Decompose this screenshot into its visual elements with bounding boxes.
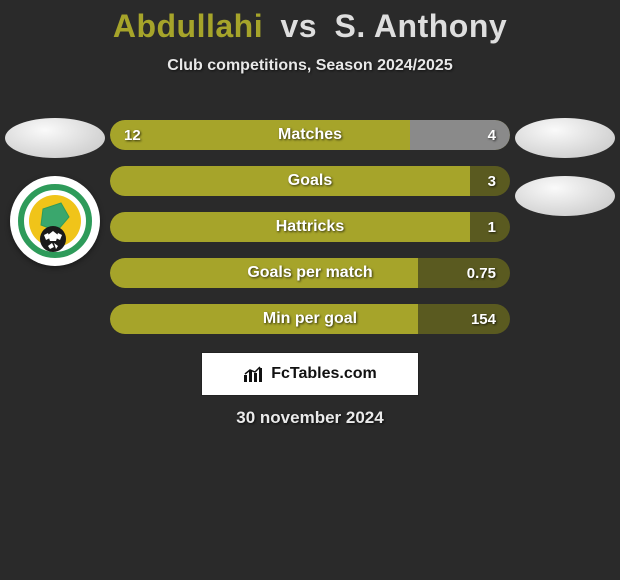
stat-row: 12Matches4 — [110, 120, 510, 150]
club-badge-icon — [15, 181, 95, 261]
left-player-club-badge — [10, 176, 100, 266]
right-player-avatar — [515, 118, 615, 158]
title-vs: vs — [280, 8, 317, 44]
page-title: Abdullahi vs S. Anthony — [0, 0, 620, 45]
stat-left-fill — [110, 304, 418, 334]
right-player-column — [510, 118, 620, 216]
stats-bars: 12Matches4 Goals3 Hattricks1 Goals per matc… — [110, 120, 510, 334]
stat-right-fill — [410, 120, 510, 150]
left-player-avatar — [5, 118, 105, 158]
title-left-name: Abdullahi — [113, 8, 263, 44]
right-player-club-avatar — [515, 176, 615, 216]
stat-row: Goals3 — [110, 166, 510, 196]
left-player-column — [0, 118, 110, 266]
stat-right-value: 1 — [488, 212, 496, 242]
stat-left-fill — [110, 258, 418, 288]
stat-row: Min per goal154 — [110, 304, 510, 334]
brand-text: FcTables.com — [271, 365, 377, 383]
stat-left-fill — [110, 166, 470, 196]
stat-right-value: 0.75 — [467, 258, 496, 288]
bars-icon — [243, 365, 265, 383]
stat-right-value: 154 — [471, 304, 496, 334]
stat-row: Hattricks1 — [110, 212, 510, 242]
comparison-infographic: Abdullahi vs S. Anthony Club competition… — [0, 0, 620, 580]
stat-right-value: 3 — [488, 166, 496, 196]
brand-badge: FcTables.com — [201, 352, 419, 396]
title-right-name: S. Anthony — [334, 8, 507, 44]
infographic-date: 30 november 2024 — [0, 408, 620, 428]
stat-left-fill — [110, 212, 470, 242]
subtitle: Club competitions, Season 2024/2025 — [0, 57, 620, 75]
stat-row: Goals per match0.75 — [110, 258, 510, 288]
stat-left-fill — [110, 120, 410, 150]
